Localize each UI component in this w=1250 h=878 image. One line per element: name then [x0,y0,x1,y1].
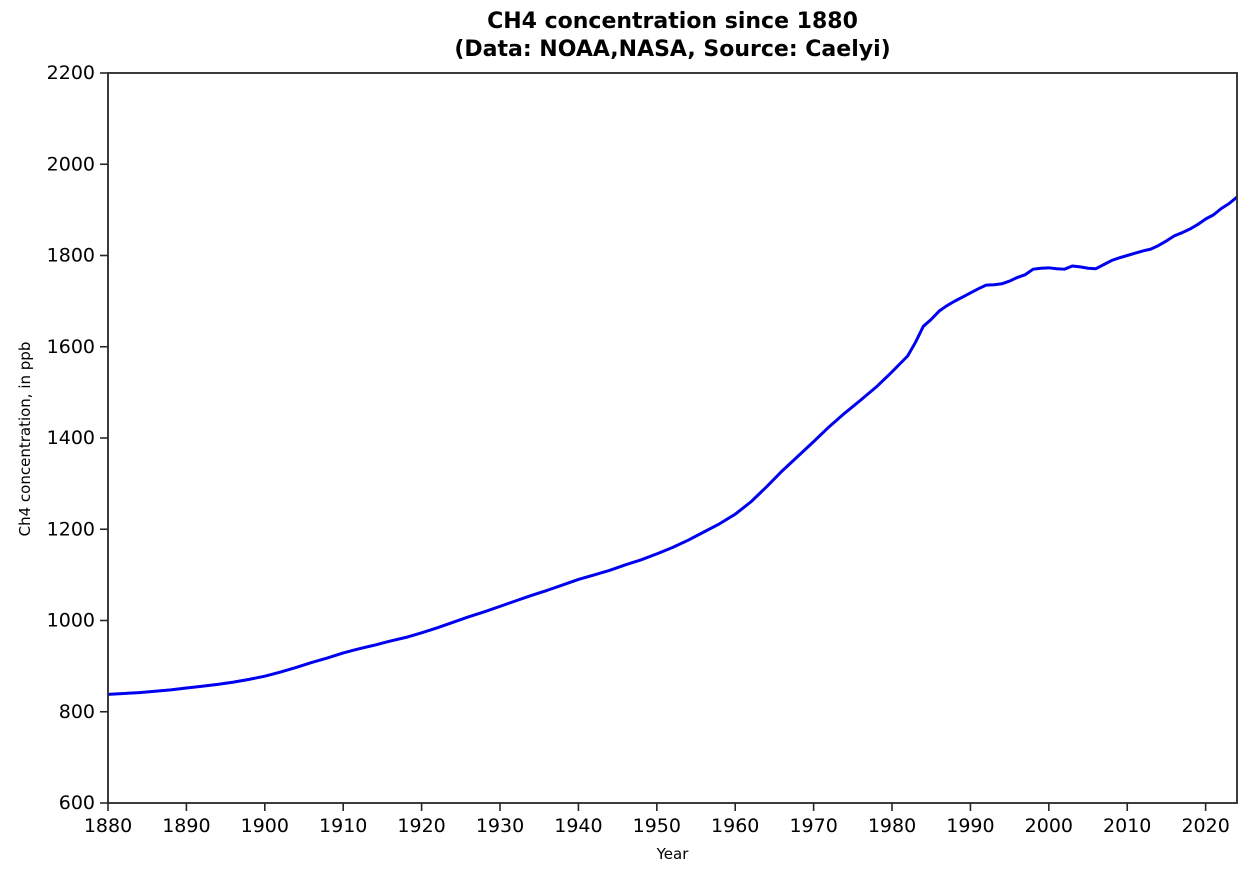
x-tick-label: 1890 [162,815,210,837]
chart-subtitle: (Data: NOAA,NASA, Source: Caelyi) [454,37,891,62]
plot-border [107,72,1238,804]
y-tick-label: 1800 [47,245,95,267]
x-tick-label: 1960 [711,815,759,837]
x-tick-label: 1910 [319,815,367,837]
x-tick-label: 2010 [1103,815,1151,837]
y-tick-label: 2200 [47,62,95,84]
y-tick-label: 1200 [47,518,95,540]
x-tick-label: 1990 [946,815,994,837]
y-tick-label: 800 [59,701,95,723]
y-tick-label: 2000 [47,153,95,175]
y-tick-label: 1600 [47,336,95,358]
ch4-series-line [108,195,1237,696]
x-tick-label: 2000 [1025,815,1073,837]
x-tick-label: 1900 [241,815,289,837]
x-tick-label: 1980 [868,815,916,837]
x-tick-label: 1940 [554,815,602,837]
x-tick-label: 1920 [397,815,445,837]
chart-title: CH4 concentration since 1880 [487,9,858,34]
x-tick-label: 1970 [789,815,837,837]
x-tick-label: 2020 [1181,815,1229,837]
x-tick-label: 1930 [476,815,524,837]
chart-title-block: CH4 concentration since 1880 (Data: NOAA… [108,8,1237,64]
x-axis-label: Year [656,845,689,863]
x-tick-label: 1950 [633,815,681,837]
y-axis-label: Ch4 concentration, in ppb [16,341,34,537]
x-tick-label: 1880 [84,815,132,837]
y-tick-label: 600 [59,792,95,814]
y-tick-label: 1000 [47,610,95,632]
y-tick-label: 1400 [47,427,95,449]
